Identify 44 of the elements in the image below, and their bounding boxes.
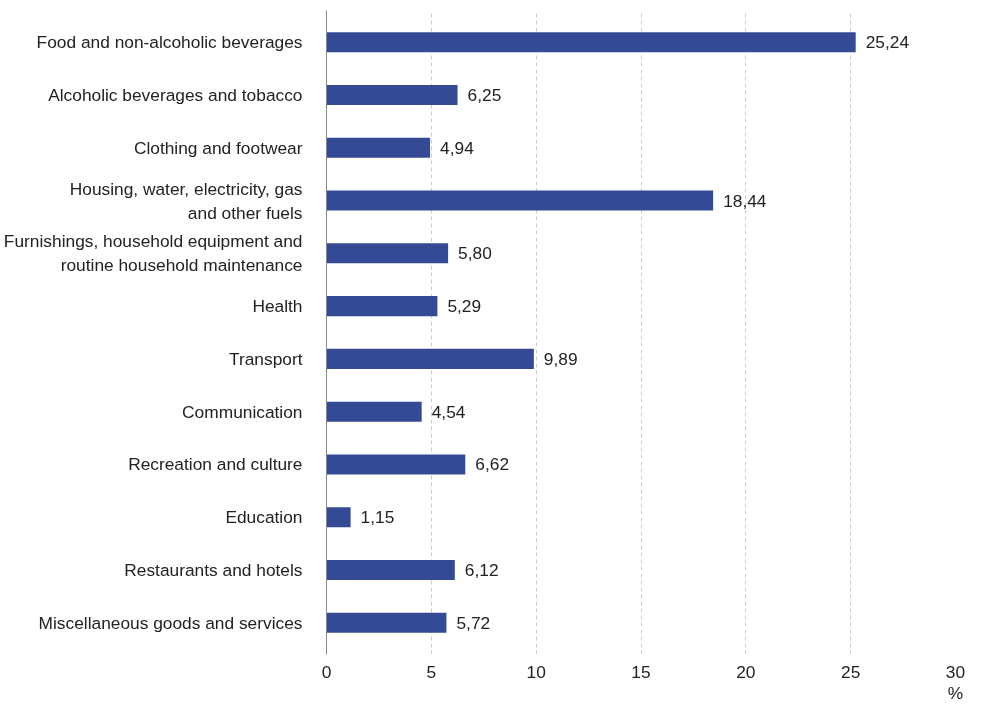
data-label: 18,44 bbox=[723, 190, 767, 211]
y-tick-label: Recreation and culture bbox=[128, 454, 303, 475]
bar bbox=[326, 560, 455, 581]
x-tick-label: 0 bbox=[321, 661, 332, 682]
x-axis-title: % bbox=[947, 682, 964, 703]
data-label: 5,72 bbox=[456, 612, 491, 633]
y-tick-label: Education bbox=[225, 507, 303, 528]
y-tick-label: Clothing and footwear bbox=[133, 137, 303, 158]
y-tick-label: Miscellaneous goods and services bbox=[38, 612, 303, 633]
x-tick-label: 10 bbox=[526, 661, 546, 682]
y-tick-label: Housing, water, electricity, gas and other fuels bbox=[69, 178, 303, 223]
data-label: 4,94 bbox=[440, 137, 475, 158]
data-label: 5,80 bbox=[458, 243, 492, 264]
bar bbox=[326, 507, 351, 528]
bar bbox=[326, 612, 447, 633]
bar bbox=[326, 401, 422, 422]
data-label: 5,29 bbox=[447, 296, 482, 317]
y-tick-label: Alcoholic beverages and tobacco bbox=[48, 84, 303, 105]
x-tick-label: 25 bbox=[841, 661, 861, 682]
bar bbox=[326, 454, 466, 475]
data-label: 6,25 bbox=[467, 84, 502, 105]
bar bbox=[326, 348, 534, 369]
bar bbox=[326, 137, 431, 158]
x-tick-label: 15 bbox=[631, 661, 651, 682]
x-tick-label: 5 bbox=[426, 661, 437, 682]
bar bbox=[326, 32, 856, 53]
bar bbox=[326, 190, 714, 211]
bar bbox=[326, 296, 438, 317]
y-tick-label: Restaurants and hotels bbox=[124, 560, 303, 581]
data-label: 9,89 bbox=[543, 348, 578, 369]
y-tick-label: Communication bbox=[182, 401, 303, 422]
x-tick-label: 20 bbox=[736, 661, 756, 682]
data-label: 4,54 bbox=[431, 401, 466, 422]
data-label: 6,62 bbox=[475, 454, 510, 475]
y-tick-label: Food and non-alcoholic beverages bbox=[36, 32, 303, 53]
data-label: 6,12 bbox=[464, 560, 499, 581]
data-label: 1,15 bbox=[360, 507, 395, 528]
data-label: 25,24 bbox=[865, 32, 910, 53]
x-tick-label: 30 bbox=[945, 661, 966, 682]
y-tick-label: Furnishings, household equipment and routine household maintenance bbox=[3, 231, 303, 276]
bar bbox=[326, 84, 458, 105]
y-tick-label: Transport bbox=[228, 348, 303, 369]
y-tick-label: Health bbox=[252, 296, 303, 317]
bar bbox=[326, 243, 449, 264]
